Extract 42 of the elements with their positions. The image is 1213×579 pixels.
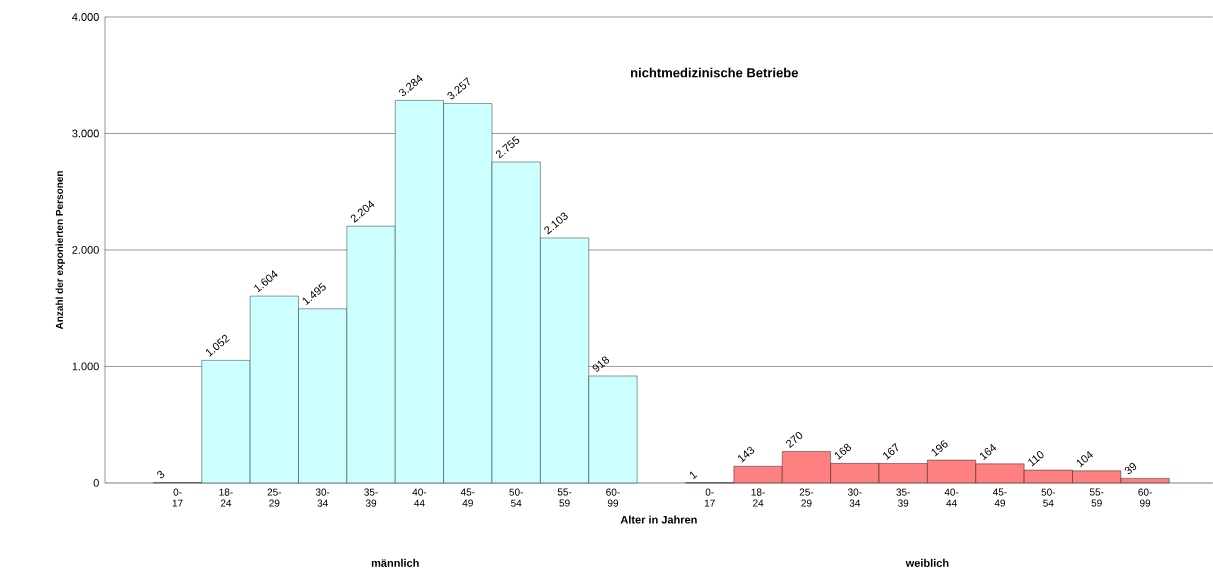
x-tick-label: 45-49: [460, 488, 475, 507]
x-tick-label: 50-54: [1041, 488, 1056, 507]
data-label: 1: [689, 471, 698, 480]
x-axis-title: Alter in Jahren: [620, 515, 697, 524]
data-label: 196: [931, 440, 948, 457]
x-tick-label: 0-17: [172, 488, 183, 507]
y-axis-title: Anzahl der exponierten Personen: [55, 171, 65, 330]
data-label: 104: [1076, 450, 1093, 468]
y-tick-label: 2.000: [72, 246, 99, 254]
x-tick-label: 50-54: [509, 488, 523, 507]
y-tick-label: 3.000: [72, 129, 99, 138]
x-tick-label: 30-34: [315, 488, 330, 507]
data-label: 168: [834, 443, 851, 460]
x-tick-label: 30-34: [847, 488, 862, 507]
x-tick-label: 18-24: [751, 488, 765, 507]
x-tick-label: 55-59: [1089, 488, 1104, 507]
data-label: 3: [157, 470, 165, 479]
x-tick-label: 60-99: [1138, 488, 1152, 507]
x-tick-label: 45-49: [992, 488, 1007, 507]
data-label: 39: [1124, 462, 1137, 475]
text: weiblich: [905, 558, 949, 567]
data-label: 270: [786, 432, 803, 448]
x-tick-label: 18-24: [219, 488, 233, 507]
text: nichtmedizinische Betriebe: [631, 67, 798, 78]
x-tick-label: 55-59: [557, 488, 572, 507]
x-tick-label: 40-44: [412, 488, 427, 507]
x-tick-label: 40-44: [944, 488, 959, 507]
x-tick-label: 25-29: [267, 488, 282, 507]
x-tick-label: 0-17: [704, 488, 715, 507]
y-tick-label: 1.000: [72, 362, 99, 371]
y-tick-label: 0: [93, 479, 99, 487]
x-tick-label: 60-99: [606, 488, 620, 507]
data-label: 164: [979, 443, 997, 461]
y-tick-label: 4.000: [72, 13, 99, 21]
data-label: 918: [592, 356, 610, 372]
data-label: 143: [738, 446, 755, 463]
text: männlich: [371, 558, 419, 567]
data-label: 167: [883, 443, 899, 460]
x-tick-label: 25-29: [799, 488, 814, 507]
x-tick-label: 35-39: [896, 488, 910, 507]
data-label: 110: [1028, 451, 1044, 467]
x-tick-label: 35-39: [364, 488, 378, 507]
